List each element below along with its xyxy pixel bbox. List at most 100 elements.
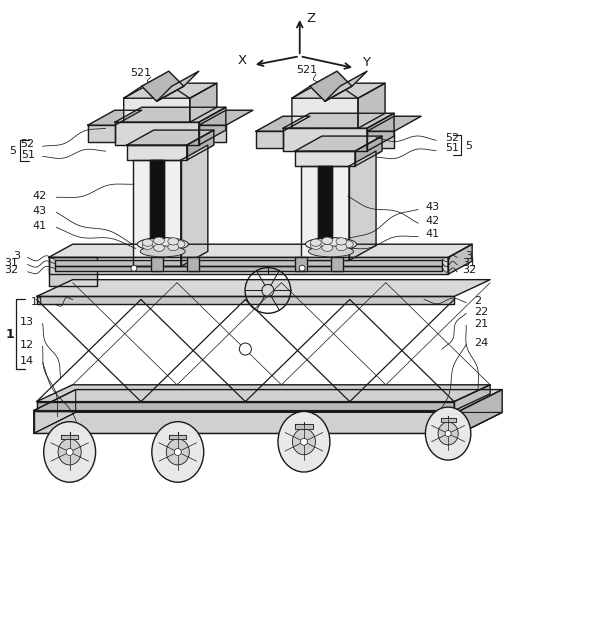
Ellipse shape	[154, 244, 165, 251]
Polygon shape	[54, 266, 442, 271]
Circle shape	[131, 265, 137, 271]
Text: 13: 13	[19, 316, 34, 326]
Polygon shape	[126, 130, 214, 145]
Text: 3: 3	[13, 250, 21, 260]
Polygon shape	[37, 280, 490, 297]
Text: 41: 41	[426, 229, 440, 239]
Circle shape	[66, 449, 73, 455]
Text: 32: 32	[4, 265, 18, 275]
Text: 51: 51	[445, 143, 459, 153]
Text: Z: Z	[306, 12, 315, 25]
Polygon shape	[295, 136, 382, 151]
Polygon shape	[123, 86, 190, 122]
Polygon shape	[295, 151, 355, 166]
Polygon shape	[34, 411, 460, 434]
Polygon shape	[37, 385, 490, 402]
Polygon shape	[460, 389, 502, 434]
Polygon shape	[349, 151, 376, 260]
Polygon shape	[151, 257, 163, 271]
Polygon shape	[199, 110, 253, 125]
Polygon shape	[34, 389, 502, 411]
Text: X: X	[238, 54, 247, 67]
Text: 2: 2	[474, 296, 481, 306]
Polygon shape	[367, 131, 394, 148]
Polygon shape	[355, 136, 382, 166]
Text: 43: 43	[33, 206, 47, 216]
Text: 24: 24	[474, 338, 488, 348]
Polygon shape	[256, 131, 283, 148]
Text: Y: Y	[362, 56, 370, 69]
Text: 42: 42	[33, 191, 47, 201]
Ellipse shape	[310, 242, 321, 249]
Ellipse shape	[336, 238, 347, 245]
Circle shape	[299, 265, 305, 271]
Polygon shape	[132, 160, 181, 267]
Ellipse shape	[166, 439, 189, 465]
Polygon shape	[318, 166, 332, 238]
Polygon shape	[48, 257, 97, 287]
Ellipse shape	[174, 240, 185, 248]
Polygon shape	[37, 402, 454, 411]
Polygon shape	[157, 71, 199, 102]
Polygon shape	[367, 117, 421, 131]
Polygon shape	[310, 71, 352, 102]
Text: 41: 41	[33, 221, 47, 231]
Polygon shape	[440, 419, 456, 422]
Text: 11: 11	[30, 298, 44, 308]
Polygon shape	[187, 130, 214, 160]
Ellipse shape	[336, 244, 347, 250]
Text: 521: 521	[130, 68, 151, 78]
Ellipse shape	[137, 237, 188, 251]
Text: 5: 5	[9, 146, 16, 156]
Polygon shape	[149, 160, 164, 238]
Polygon shape	[367, 113, 394, 151]
Polygon shape	[123, 83, 217, 98]
Polygon shape	[295, 257, 307, 271]
Polygon shape	[295, 424, 313, 429]
Ellipse shape	[58, 439, 81, 465]
Ellipse shape	[278, 411, 330, 472]
Polygon shape	[115, 122, 199, 145]
Text: 1: 1	[5, 328, 14, 341]
Polygon shape	[448, 244, 472, 274]
Polygon shape	[190, 83, 217, 122]
Ellipse shape	[322, 244, 333, 251]
Ellipse shape	[322, 237, 333, 244]
Polygon shape	[48, 244, 472, 257]
Ellipse shape	[154, 237, 165, 244]
Polygon shape	[256, 117, 310, 131]
Ellipse shape	[168, 244, 178, 250]
Polygon shape	[37, 297, 454, 303]
Polygon shape	[61, 435, 78, 439]
Text: 32: 32	[463, 265, 477, 275]
Polygon shape	[325, 71, 367, 102]
Text: 31: 31	[4, 258, 18, 268]
Ellipse shape	[140, 246, 185, 257]
Text: 5: 5	[465, 141, 472, 151]
Ellipse shape	[142, 242, 153, 249]
Ellipse shape	[292, 429, 315, 455]
Polygon shape	[126, 145, 187, 160]
Polygon shape	[48, 257, 448, 274]
Text: 12: 12	[19, 340, 34, 350]
Polygon shape	[292, 83, 385, 98]
Polygon shape	[199, 107, 226, 145]
Ellipse shape	[142, 239, 153, 246]
Ellipse shape	[152, 422, 204, 482]
Circle shape	[174, 449, 182, 455]
Polygon shape	[331, 257, 343, 271]
Polygon shape	[115, 107, 226, 122]
Polygon shape	[142, 71, 184, 102]
Text: 22: 22	[474, 307, 488, 316]
Ellipse shape	[342, 240, 353, 248]
Text: 43: 43	[426, 202, 440, 212]
Circle shape	[445, 430, 451, 437]
Polygon shape	[283, 113, 394, 128]
Ellipse shape	[309, 246, 353, 257]
Polygon shape	[283, 128, 367, 151]
Ellipse shape	[306, 237, 356, 251]
Ellipse shape	[425, 407, 471, 460]
Text: 14: 14	[19, 356, 34, 366]
Polygon shape	[358, 83, 385, 128]
Polygon shape	[54, 260, 442, 266]
